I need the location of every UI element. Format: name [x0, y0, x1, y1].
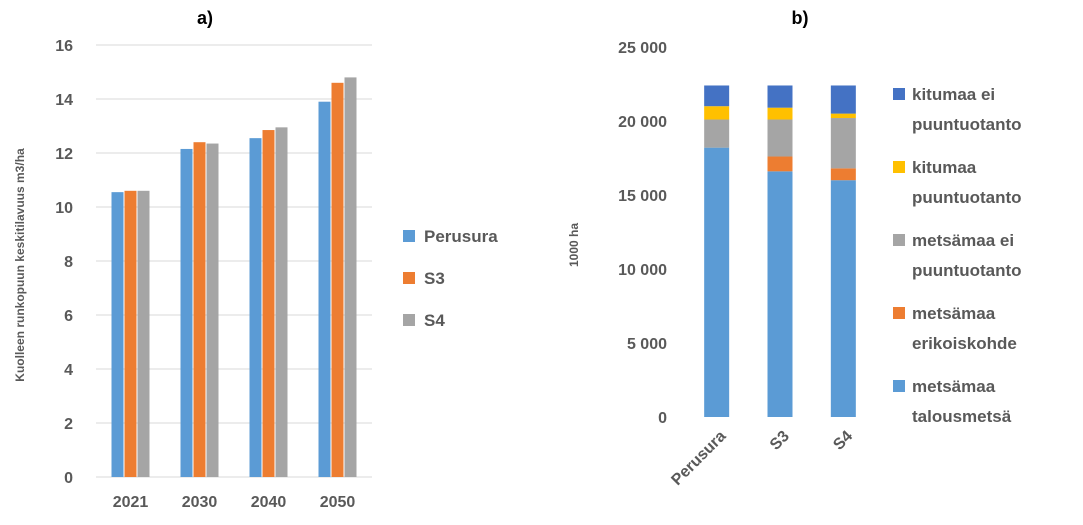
panel-b-legend-label-line: puuntuotanto: [912, 261, 1022, 280]
panel-b-bar-segment-4-s4: [830, 85, 856, 114]
panel-a-y-ticks: 0 2 4 6 8 10 12 14 16: [55, 38, 73, 487]
panel-b-y-tick-label: 15 000: [618, 188, 667, 205]
panel-b-legend-label-line: erikoiskohde: [912, 334, 1017, 353]
panel-a-chart: a) Kuolleen runkopuun keskitilavuus m3/h…: [13, 8, 498, 511]
panel-a-legend: Perusura S3 S4: [403, 227, 498, 330]
panel-a-legend-swatch: [403, 272, 415, 284]
panel-a-x-tick-label: 2021: [113, 494, 149, 511]
panel-b-legend-label-line: metsämaa ei: [912, 231, 1014, 250]
panel-b-bar-segment-3-perusura: [704, 106, 730, 120]
panel-a-x-tick-label: 2030: [182, 494, 218, 511]
panel-b-bar-segment-1-s4: [830, 168, 856, 181]
panel-a-bar-s3-2040: [262, 130, 275, 478]
panel-b-legend-label: metsämaa erikoiskohde: [912, 304, 1017, 353]
panel-a-legend-label: S4: [424, 311, 445, 330]
panel-a-x-tick-label: 2050: [320, 494, 356, 511]
panel-a-bar-s4-2040: [275, 127, 288, 477]
panel-b-y-tick-label: 20 000: [618, 114, 667, 131]
panel-a-bar-s3-2030: [193, 142, 206, 477]
panel-b-legend-swatch: [893, 234, 905, 246]
panel-b-bar-segment-3-s3: [767, 107, 793, 120]
panel-b-legend-label: kitumaa ei puuntuotanto: [912, 85, 1022, 134]
panel-a-bar-s4-2021: [137, 190, 150, 478]
panel-b-legend-swatch: [893, 88, 905, 100]
panel-b-x-tick-label: S4: [830, 428, 856, 454]
panel-a-y-tick-label: 14: [55, 92, 73, 109]
panel-b-legend-label-line: talousmetsä: [912, 407, 1012, 426]
panel-b-bar-segment-3-s4: [830, 113, 856, 119]
panel-a-title: a): [197, 8, 213, 28]
panel-a-y-tick-label: 6: [64, 308, 73, 325]
panel-a-bar-s3-2021: [124, 190, 137, 478]
panel-b-legend-swatch: [893, 161, 905, 173]
panel-a-legend-label: Perusura: [424, 227, 498, 246]
panel-b-legend-label-line: metsämaa: [912, 304, 996, 323]
panel-a-y-tick-label: 10: [55, 200, 73, 217]
panel-b-legend-swatch: [893, 380, 905, 392]
panel-a-y-tick-label: 0: [64, 470, 73, 487]
panel-b-title: b): [792, 8, 809, 28]
panel-b-bar-segment-0-s3: [767, 171, 793, 417]
panel-b-legend-label: kitumaa puuntuotanto: [912, 158, 1022, 207]
panel-b-bar-segment-0-perusura: [704, 147, 730, 417]
panel-b-bar-segment-0-s4: [830, 180, 856, 417]
panel-a-legend-swatch: [403, 314, 415, 326]
panel-b-bar-segment-1-s3: [767, 156, 793, 172]
panel-b-bar-segment-2-s3: [767, 119, 793, 157]
panel-b-legend-swatch: [893, 307, 905, 319]
panel-b-y-tick-label: 10 000: [618, 262, 667, 279]
panel-b-bar-segment-2-s4: [830, 118, 856, 169]
panel-a-y-tick-label: 12: [55, 146, 73, 163]
panel-b-bar-segment-4-s3: [767, 85, 793, 108]
panel-b-bar-segment-4-perusura: [704, 85, 730, 107]
panel-a-legend-label: S3: [424, 269, 445, 288]
panel-b-legend: kitumaa ei puuntuotanto kitumaa puuntuotant…: [893, 85, 1022, 426]
panel-a-y-tick-label: 4: [64, 362, 73, 379]
panel-a-bar-perusura-2030: [180, 148, 193, 477]
panel-b-legend-label: metsämaa ei puuntuotanto: [912, 231, 1022, 280]
panel-a-y-tick-label: 2: [64, 416, 73, 433]
panel-b-legend-label-line: puuntuotanto: [912, 115, 1022, 134]
panel-a-x-tick-label: 2040: [251, 494, 287, 511]
panel-b-y-axis-title: 1000 ha: [567, 223, 581, 267]
panel-a-bar-perusura-2021: [111, 192, 124, 477]
panel-a-bars: [111, 77, 357, 478]
panel-a-gridlines: [96, 44, 372, 478]
panel-a-bar-s4-2030: [206, 143, 219, 478]
panel-b-y-tick-label: 0: [658, 410, 667, 427]
panel-a-y-tick-label: 8: [64, 254, 73, 271]
panel-b-bars: [704, 85, 856, 417]
panel-b-chart: b) 1000 ha 0 5 000 10 000 15 000 20 000 25 00…: [567, 8, 1022, 489]
panel-a-bar-perusura-2040: [249, 138, 262, 477]
panel-b-bar-segment-2-perusura: [704, 119, 730, 148]
panel-a-bar-s3-2050: [331, 82, 344, 478]
panel-b-x-ticks: Perusura S3 S4: [668, 428, 856, 489]
panel-b-legend-label-line: kitumaa: [912, 158, 977, 177]
panel-b-x-tick-label: Perusura: [668, 428, 729, 489]
panel-a-legend-swatch: [403, 230, 415, 242]
panel-b-legend-label-line: puuntuotanto: [912, 188, 1022, 207]
panel-b-legend-label-line: metsämaa: [912, 377, 996, 396]
panel-b-y-ticks: 0 5 000 10 000 15 000 20 000 25 000: [618, 40, 667, 427]
panel-b-y-tick-label: 5 000: [627, 336, 667, 353]
panel-a-x-ticks: 2021 2030 2040 2050: [113, 494, 356, 511]
panel-a-bar-s4-2050: [344, 77, 357, 478]
panel-a-bar-perusura-2050: [318, 101, 331, 477]
panel-b-y-tick-label: 25 000: [618, 40, 667, 57]
panel-a-y-tick-label: 16: [55, 38, 73, 55]
panel-b-legend-label: metsämaa talousmetsä: [912, 377, 1012, 426]
panel-b-x-tick-label: S3: [767, 428, 793, 454]
panel-b-legend-label-line: kitumaa ei: [912, 85, 995, 104]
panel-a-y-axis-title: Kuolleen runkopuun keskitilavuus m3/ha: [13, 148, 27, 382]
